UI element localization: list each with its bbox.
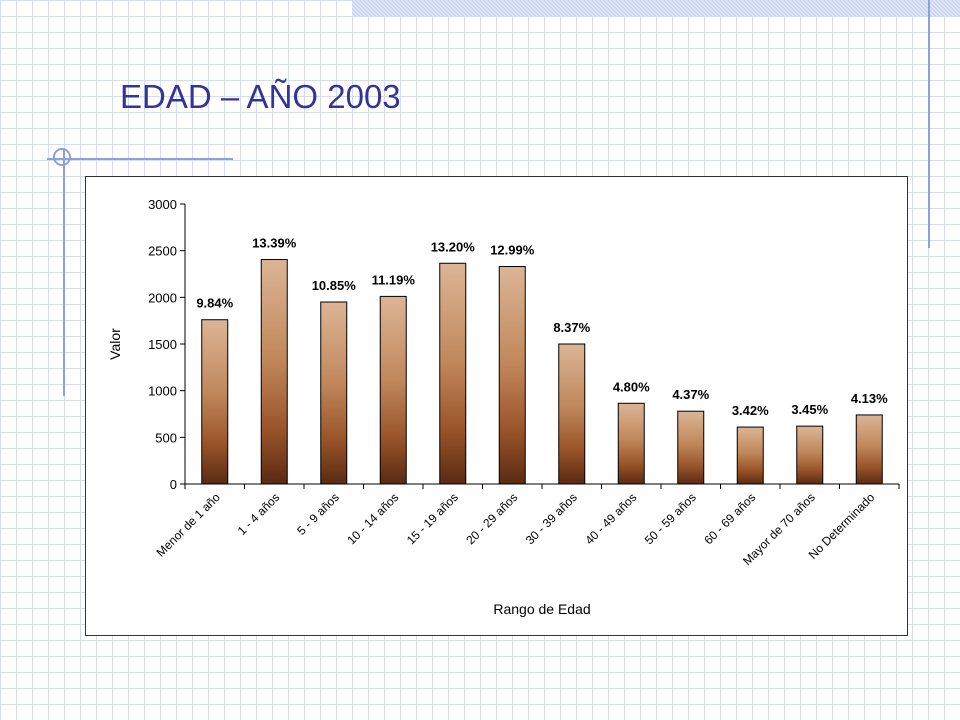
y-tick-label: 1500 [148,337,177,352]
chart-area: 0 500 1000 1500 2000 2500 3000 9.84% Menor de 1 … [85,176,908,636]
bar [260,259,288,485]
x-category-label: 20 - 29 años [463,490,520,547]
x-category-label: 60 - 69 años [701,490,758,547]
bar [855,414,883,485]
bar [558,343,586,485]
data-label: 10.85% [312,278,357,293]
data-label: 4.80% [613,379,650,394]
left-decorative-vertical-line [63,150,65,396]
data-label: 13.20% [431,239,476,254]
y-tick-label: 500 [155,430,177,445]
bar [736,426,764,485]
data-label: 8.37% [553,320,590,335]
bar [379,295,407,485]
y-tick-label: 2000 [148,290,177,305]
x-category-label: Menor de 1 año [154,490,224,560]
data-label: 3.42% [732,403,769,418]
bar [498,266,526,485]
y-tick-label: 3000 [148,197,177,212]
x-category-label: 50 - 59 años [642,490,699,547]
corner-ring-ornament [53,148,71,166]
data-label: 9.84% [196,296,233,311]
data-label: 12.99% [490,243,535,258]
y-tick-label: 2500 [148,244,177,259]
slide-title: EDAD – AÑO 2003 [120,78,401,115]
x-category-label: 30 - 39 años [523,490,580,547]
right-decorative-line [928,0,930,248]
x-category-label: 1 - 4 años [235,490,283,538]
top-decorative-band [352,0,960,16]
bar [677,410,705,485]
x-category-label: 40 - 49 años [582,490,639,547]
bar [796,425,824,485]
data-label: 11.19% [372,272,416,287]
x-category-label: 5 - 9 años [294,490,342,538]
bar [201,319,229,485]
y-tick-label: 1000 [148,384,177,399]
y-axis-title: Valor [107,328,123,360]
bar-chart: 0 500 1000 1500 2000 2500 3000 9.84% Menor de 1 … [107,197,900,617]
x-category-label: 10 - 14 años [344,490,401,547]
left-decorative-horizontal-line [47,158,233,160]
bar [439,262,467,485]
data-label: 4.13% [851,391,888,406]
x-category-label: 15 - 19 años [404,490,461,547]
data-label: 3.45% [791,402,828,417]
x-axis-title: Rango de Edad [493,601,590,617]
y-tick-label: 0 [170,477,177,492]
bar [617,402,645,485]
data-label: 13.39% [252,236,297,251]
bar [320,301,348,485]
data-label: 4.37% [672,387,709,402]
